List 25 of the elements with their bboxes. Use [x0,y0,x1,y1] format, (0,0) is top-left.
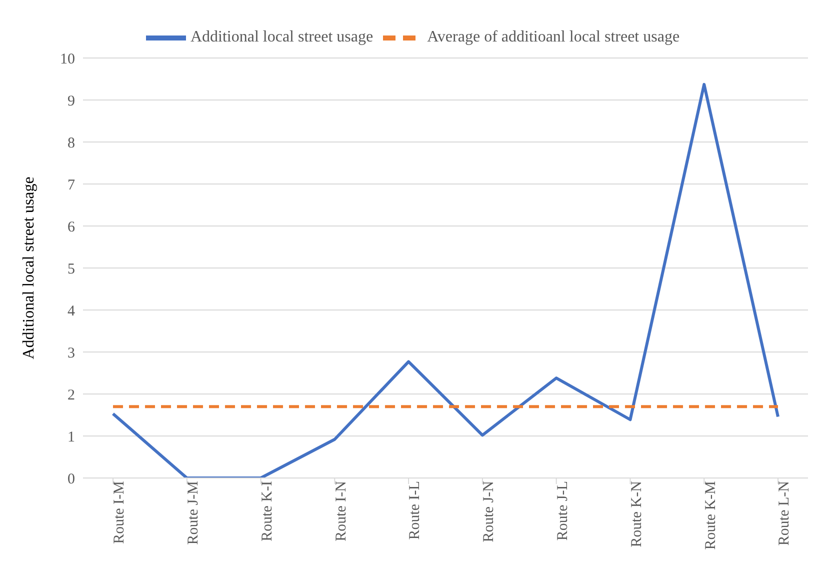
x-tick-label: Route J-M [186,481,202,545]
legend-label: Average of additioanl local street usage [427,28,680,46]
y-axis-title: Additional local street usage [20,176,38,360]
x-tick-label: Route K-M [702,481,719,550]
y-tick-label: 10 [60,51,75,68]
line-series [112,82,780,478]
y-tick-label: 7 [68,177,76,194]
y-tick-label: 5 [68,261,75,278]
y-tick-label: 9 [68,93,75,110]
y-tick-label: 3 [68,345,75,362]
x-tick-label: Route I-L [407,481,424,540]
y-tick-label: 1 [68,429,75,446]
x-tick-label: Route J-L [554,481,571,541]
y-tick-label: 8 [68,135,75,152]
x-tick-label: Route I-M [112,481,128,544]
y-tick-label: 4 [68,303,76,320]
x-tick-label: Route K-N [628,480,645,548]
legend-label: Additional local street usage [190,28,374,46]
y-tick-label: 2 [68,387,75,404]
y-tick-label: 0 [68,471,75,488]
x-tick-label: Route J-N [481,480,498,542]
x-tick-label: Route K-I [259,481,276,542]
x-tick-label: Route L-N [776,480,793,546]
x-tick-label: Route I-N [333,480,350,542]
y-tick-label: 6 [68,219,76,236]
